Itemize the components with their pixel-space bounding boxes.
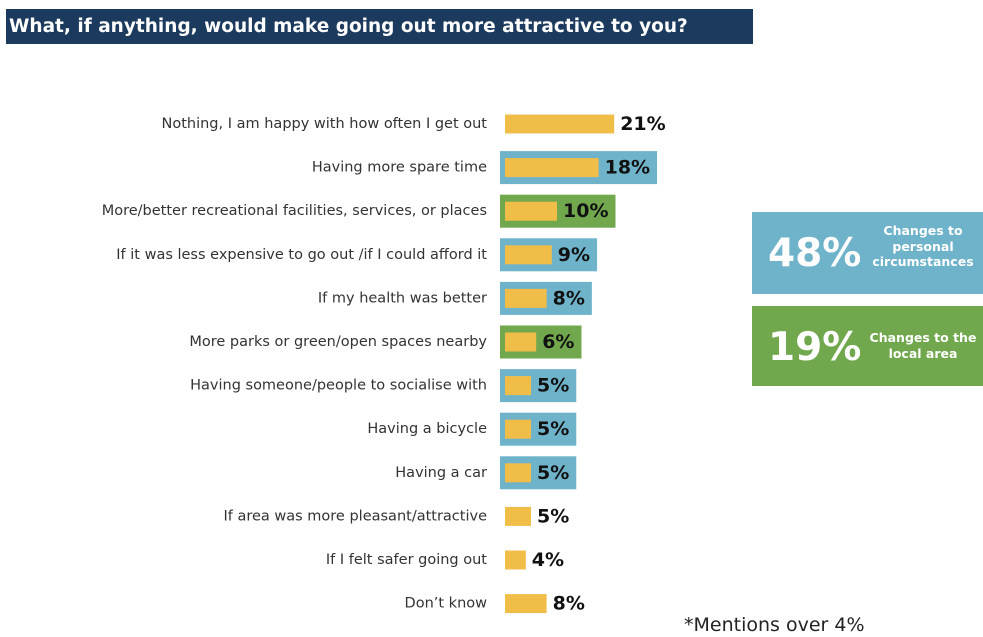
value-label: 5% (537, 418, 569, 440)
callout-local-label: Changes to the local area (869, 330, 977, 361)
footnote: *Mentions over 4% (684, 614, 865, 636)
category-label: Nothing, I am happy with how often I get… (162, 116, 488, 132)
value-label: 6% (542, 331, 574, 353)
bar (505, 245, 552, 265)
bar (505, 158, 599, 178)
chart-row: If my health was better 8% (318, 281, 592, 315)
chart-row: More/better recreational facilities, ser… (102, 194, 616, 228)
category-label: More/better recreational facilities, ser… (102, 203, 487, 219)
value-label: 10% (563, 200, 608, 222)
chart-row: Having a bicycle 5% (367, 412, 577, 446)
chart-row: More parks or green/open spaces nearby 6% (189, 325, 582, 359)
category-label: Don’t know (405, 596, 488, 612)
bar (505, 201, 557, 221)
chart-row: If I felt safer going out 4% (326, 549, 564, 571)
category-label: If my health was better (318, 290, 487, 306)
chart-row: Having a car 5% (395, 456, 577, 490)
value-label: 5% (537, 375, 569, 397)
category-label: Having someone/people to socialise with (190, 378, 487, 394)
category-label: If area was more pleasant/attractive (223, 508, 487, 524)
bar (505, 114, 615, 134)
bar (505, 332, 537, 352)
value-label: 8% (553, 287, 585, 309)
value-label: 5% (537, 462, 569, 484)
bar (505, 506, 531, 526)
chart-row: Don’t know 8% (405, 593, 585, 615)
chart-row: If area was more pleasant/attractive 5% (223, 505, 569, 527)
callout-local-area: 19% Changes to the local area (752, 306, 983, 386)
bar (505, 419, 531, 439)
bar (505, 288, 547, 308)
bar (505, 463, 531, 483)
chart-row: Nothing, I am happy with how often I get… (162, 113, 666, 135)
bar (505, 594, 547, 614)
category-label: If it was less expensive to go out /if I… (116, 247, 487, 263)
chart-title: What, if anything, would make going out … (6, 9, 753, 44)
category-label: More parks or green/open spaces nearby (189, 334, 487, 350)
value-label: 21% (620, 113, 665, 135)
category-label: Having a car (395, 465, 487, 481)
callout-personal-circumstances: 48% Changes to personal circumstances (752, 212, 983, 294)
value-label: 4% (532, 549, 564, 571)
category-label: Having more spare time (312, 160, 487, 176)
chart-row: Having more spare time 18% (312, 151, 658, 185)
value-label: 5% (537, 505, 569, 527)
bar (505, 550, 526, 570)
bar (505, 376, 531, 396)
callout-personal-value: 48% (768, 231, 862, 276)
value-label: 8% (553, 593, 585, 615)
callout-personal-label: Changes to personal circumstances (872, 223, 974, 270)
chart-row: Having someone/people to socialise with 5… (190, 369, 577, 403)
value-label: 9% (558, 244, 590, 266)
callout-local-value: 19% (768, 325, 862, 370)
category-label: If I felt safer going out (326, 552, 487, 568)
value-label: 18% (605, 157, 650, 179)
category-label: Having a bicycle (367, 421, 487, 437)
chart-row: If it was less expensive to go out /if I… (116, 238, 598, 272)
